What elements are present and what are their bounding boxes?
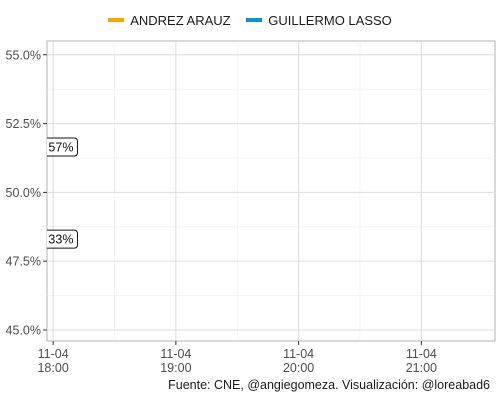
x-tick-label-date: 11-04 <box>406 347 437 361</box>
legend-swatch-lasso <box>246 18 263 22</box>
annotation-label: 57% <box>48 140 73 154</box>
x-tick-label-time: 21:00 <box>406 361 437 375</box>
legend-item-arauz: ANDREZ ARAUZ <box>108 12 231 28</box>
x-tick-label-time: 19:00 <box>160 361 191 375</box>
x-tick-label-time: 20:00 <box>283 361 314 375</box>
y-tick-label: 55.0% <box>6 48 41 62</box>
y-tick-label: 50.0% <box>6 186 41 200</box>
x-tick-label-date: 11-04 <box>160 347 191 361</box>
source-caption: Fuente: CNE, @angiegomeza. Visualización… <box>168 378 490 392</box>
x-tick-label-date: 11-04 <box>38 347 69 361</box>
legend: ANDREZ ARAUZ GUILLERMO LASSO <box>0 10 500 28</box>
legend-swatch-arauz <box>108 18 125 22</box>
y-tick-label: 47.5% <box>6 255 41 269</box>
y-tick-label: 52.5% <box>6 117 41 131</box>
x-tick-label-time: 18:00 <box>37 361 68 375</box>
plot-panel <box>46 40 496 342</box>
y-tick-label: 45.0% <box>6 323 41 337</box>
legend-item-lasso: GUILLERMO LASSO <box>246 13 392 28</box>
legend-label-lasso: GUILLERMO LASSO <box>268 12 392 28</box>
annotation-label: 33% <box>48 233 73 247</box>
annotation-box <box>47 137 78 157</box>
x-tick-label-date: 11-04 <box>283 347 314 361</box>
annotation-box <box>47 229 78 249</box>
legend-label-arauz: ANDREZ ARAUZ <box>130 12 231 28</box>
